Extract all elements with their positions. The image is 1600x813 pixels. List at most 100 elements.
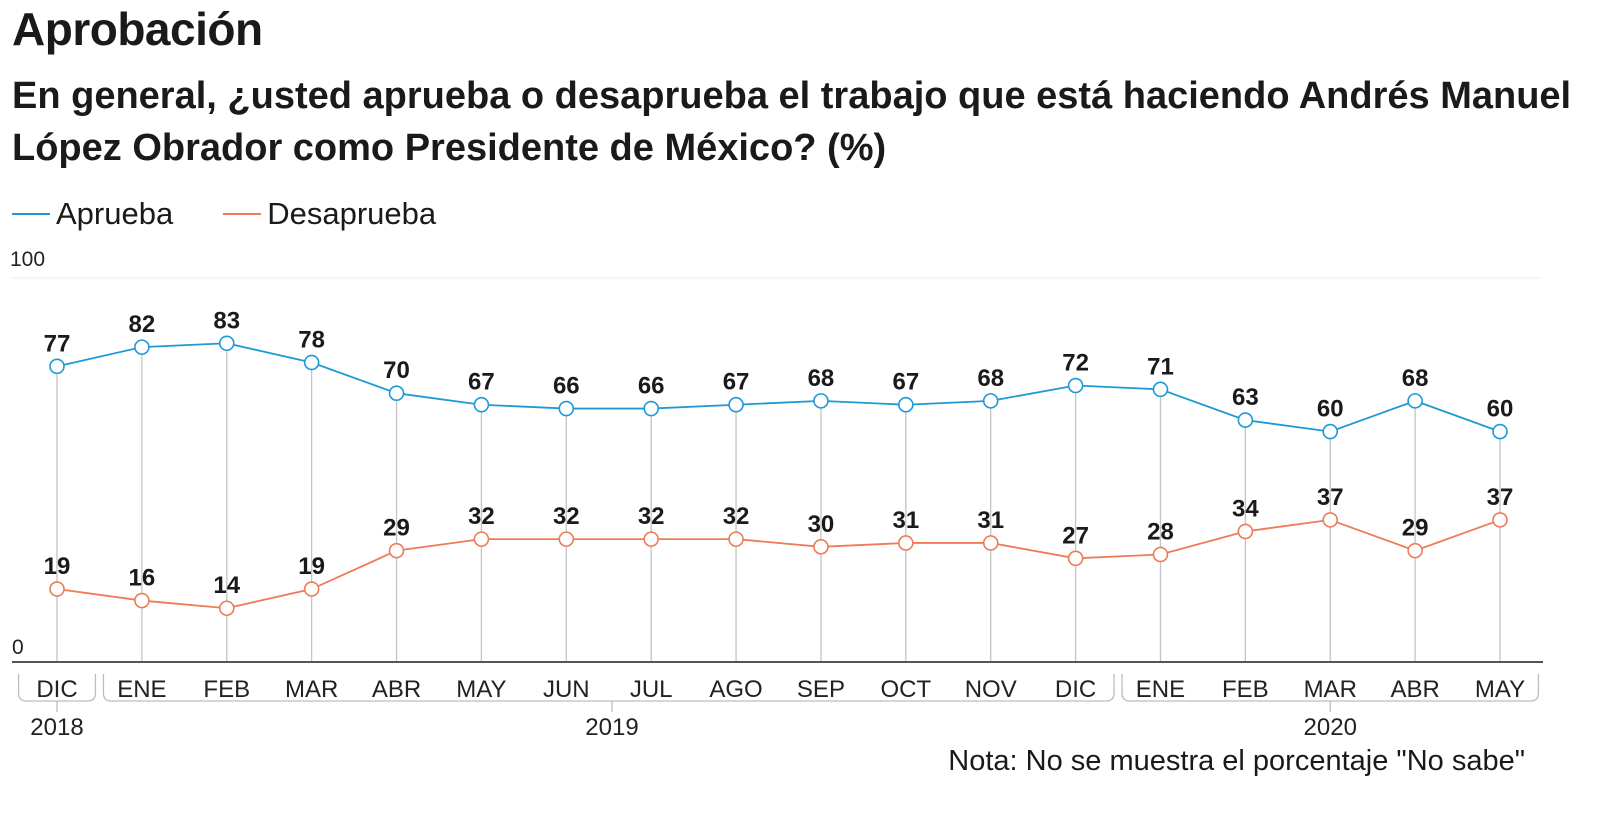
data-point-aprueba — [134, 339, 150, 355]
data-point-aprueba — [898, 396, 914, 413]
data-label-aprueba: 63 — [1232, 384, 1259, 411]
data-point-aprueba — [218, 335, 235, 352]
data-label-desaprueba: 34 — [1232, 495, 1259, 522]
data-label-desaprueba: 32 — [553, 503, 580, 530]
data-point-aprueba — [1407, 393, 1423, 409]
data-point-aprueba — [1492, 423, 1508, 440]
data-label-aprueba: 67 — [468, 369, 495, 396]
x-tick-label: MAR — [1304, 676, 1357, 703]
data-point-aprueba — [643, 400, 659, 417]
x-tick-label: AGO — [709, 676, 762, 703]
data-label-desaprueba: 28 — [1147, 518, 1174, 545]
year-label: 2020 — [1304, 714, 1357, 741]
x-tick-label: ENE — [117, 676, 166, 703]
x-tick-label: ABR — [1390, 676, 1439, 703]
data-point-desaprueba — [898, 535, 914, 551]
data-label-aprueba: 67 — [892, 369, 919, 396]
data-point-desaprueba — [1152, 546, 1169, 563]
data-point-aprueba — [728, 396, 744, 413]
data-label-desaprueba: 27 — [1062, 522, 1089, 549]
data-label-aprueba: 68 — [808, 365, 835, 392]
data-label-desaprueba: 32 — [638, 503, 665, 530]
data-point-aprueba — [982, 393, 999, 409]
x-tick-label: FEB — [1222, 676, 1269, 703]
x-tick-label: MAY — [1475, 676, 1525, 703]
data-label-aprueba: 66 — [553, 373, 580, 400]
data-label-desaprueba: 19 — [44, 553, 71, 580]
x-tick-label: DIC — [36, 676, 77, 703]
data-label-aprueba: 60 — [1317, 396, 1344, 423]
series-line-desaprueba — [56, 518, 1501, 610]
x-tick-label: OCT — [880, 676, 931, 703]
data-point-desaprueba — [49, 581, 65, 597]
year-bracket — [102, 674, 1115, 702]
chart-title: Aprobación — [12, 3, 263, 55]
data-point-desaprueba — [1492, 512, 1508, 528]
data-point-desaprueba — [388, 542, 405, 559]
data-label-aprueba: 71 — [1147, 353, 1174, 380]
data-point-aprueba — [303, 354, 320, 371]
data-point-desaprueba — [728, 531, 744, 547]
x-tick-label: ENE — [1136, 676, 1185, 703]
data-point-desaprueba — [134, 592, 150, 609]
data-label-aprueba: 60 — [1487, 396, 1514, 423]
data-point-desaprueba — [643, 531, 659, 547]
data-point-aprueba — [1152, 381, 1169, 398]
data-point-desaprueba — [1237, 523, 1254, 540]
x-tick-label: DIC — [1055, 676, 1096, 703]
data-point-desaprueba — [303, 581, 320, 597]
year-label: 2019 — [585, 714, 638, 741]
x-tick-label: MAY — [456, 676, 506, 703]
y-tick-label: 0 — [12, 636, 24, 659]
data-point-desaprueba — [218, 600, 235, 617]
legend-label-desaprueba: Desaprueba — [267, 196, 437, 231]
data-label-desaprueba: 19 — [298, 553, 325, 580]
series-line-aprueba — [56, 342, 1501, 433]
data-label-aprueba: 83 — [213, 307, 240, 334]
legend-swatch-desaprueba — [223, 213, 262, 215]
y-tick-label: 100 — [10, 248, 45, 271]
data-label-desaprueba: 14 — [213, 572, 240, 599]
data-point-aprueba — [1237, 412, 1254, 428]
data-point-desaprueba — [1067, 550, 1084, 567]
x-tick-label: FEB — [203, 676, 250, 703]
data-label-aprueba: 68 — [977, 365, 1004, 392]
chart-subtitle: En general, ¿usted aprueba o desaprueba … — [12, 75, 1572, 169]
data-point-aprueba — [813, 393, 829, 409]
data-label-aprueba: 82 — [129, 311, 156, 338]
data-point-aprueba — [558, 400, 575, 417]
year-label: 2018 — [30, 714, 83, 741]
legend: Aprueba Desaprueba — [12, 196, 486, 232]
x-tick-label: JUN — [543, 676, 590, 703]
data-label-desaprueba: 16 — [129, 565, 156, 592]
x-tick-label: MAR — [285, 676, 338, 703]
data-point-desaprueba — [473, 531, 490, 547]
x-tick-label: ABR — [372, 676, 421, 703]
data-point-aprueba — [388, 385, 405, 402]
data-label-aprueba: 72 — [1062, 350, 1089, 377]
data-label-desaprueba: 32 — [468, 503, 495, 530]
x-tick-label: JUL — [630, 676, 673, 703]
x-tick-label: NOV — [965, 676, 1017, 703]
data-label-aprueba: 66 — [638, 373, 665, 400]
legend-item-desaprueba: Desaprueba — [223, 196, 436, 232]
data-label-desaprueba: 37 — [1487, 484, 1514, 511]
legend-item-aprueba: Aprueba — [12, 196, 173, 232]
x-tick-label: SEP — [797, 676, 845, 703]
data-label-aprueba: 70 — [383, 357, 410, 384]
data-point-desaprueba — [1407, 542, 1423, 559]
data-point-desaprueba — [982, 535, 999, 551]
data-point-aprueba — [49, 358, 65, 375]
data-point-desaprueba — [813, 538, 829, 555]
data-label-desaprueba: 31 — [892, 507, 919, 534]
data-label-aprueba: 78 — [298, 326, 325, 353]
data-label-desaprueba: 31 — [977, 507, 1004, 534]
data-label-aprueba: 77 — [44, 330, 71, 357]
data-label-desaprueba: 30 — [808, 511, 835, 538]
data-label-desaprueba: 32 — [723, 503, 750, 530]
legend-swatch-aprueba — [12, 213, 50, 215]
data-label-desaprueba: 29 — [383, 515, 410, 542]
data-point-aprueba — [1322, 423, 1339, 440]
data-label-desaprueba: 37 — [1317, 484, 1344, 511]
